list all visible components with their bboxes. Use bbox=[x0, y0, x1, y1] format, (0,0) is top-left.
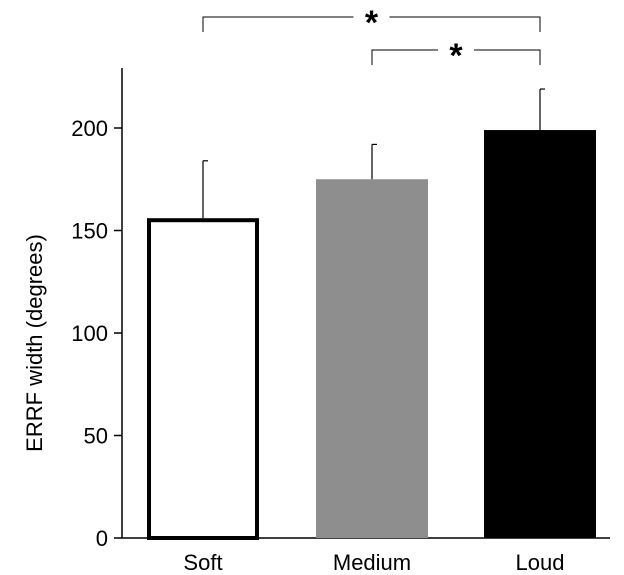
bracket-left-line bbox=[202, 16, 354, 32]
significance-bracket-soft-loud: * bbox=[202, 4, 541, 42]
bar-medium bbox=[316, 179, 428, 538]
x-tick-label-medium: Medium bbox=[333, 550, 411, 575]
x-tick-labels: Soft Medium Loud bbox=[183, 550, 564, 575]
bracket-right-line bbox=[474, 49, 541, 65]
x-tick-label-soft: Soft bbox=[183, 550, 222, 575]
bar-soft bbox=[147, 218, 259, 540]
significance-star: * bbox=[365, 4, 379, 42]
bars bbox=[147, 130, 596, 540]
y-tick-label-50: 50 bbox=[84, 424, 108, 449]
y-tick-label-100: 100 bbox=[71, 321, 108, 346]
significance-brackets: ** bbox=[202, 4, 541, 75]
x-tick-label-loud: Loud bbox=[516, 550, 565, 575]
significance-star: * bbox=[449, 37, 463, 75]
y-ticks: 0 50 100 150 200 bbox=[71, 116, 122, 551]
error-bars bbox=[202, 88, 545, 219]
bar-loud bbox=[484, 130, 596, 539]
bracket-right-line bbox=[389, 16, 541, 32]
bracket-left-line bbox=[371, 49, 438, 65]
y-axis-title: ERRF width (degrees) bbox=[22, 234, 47, 452]
y-tick-label-150: 150 bbox=[71, 219, 108, 244]
y-tick-label-0: 0 bbox=[96, 526, 108, 551]
y-tick-label-200: 200 bbox=[71, 116, 108, 141]
significance-bracket-medium-loud: * bbox=[371, 37, 541, 75]
